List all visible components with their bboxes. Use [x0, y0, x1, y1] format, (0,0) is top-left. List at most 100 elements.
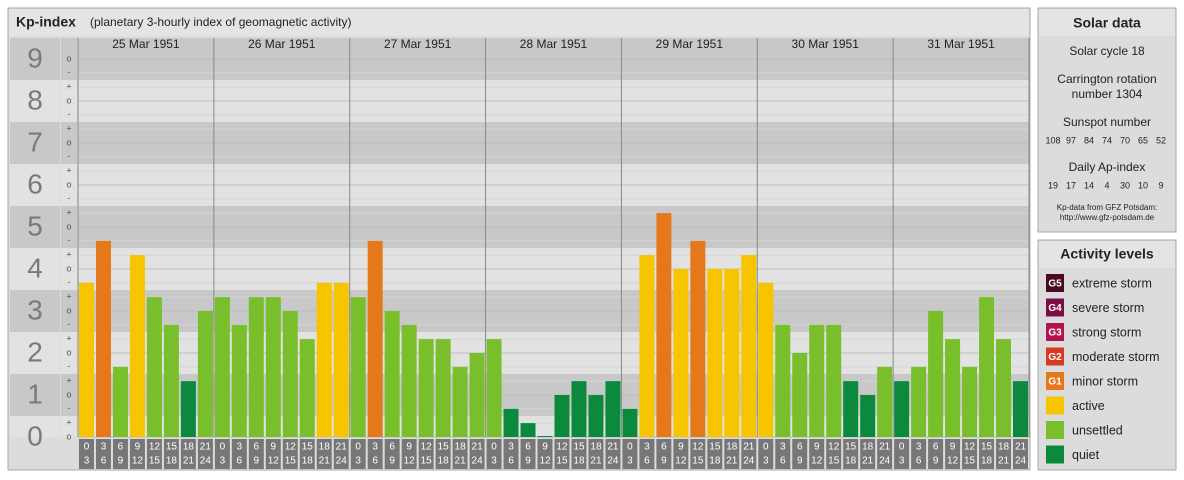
x-tick-label: 21: [607, 442, 619, 453]
bar: [282, 311, 298, 437]
hour-box: [146, 439, 162, 469]
bar: [333, 282, 349, 437]
hour-box: [282, 439, 298, 469]
bar: [639, 255, 655, 437]
hour-box: [962, 439, 978, 469]
minor-tick-label: +: [66, 166, 71, 176]
y-label-band: [10, 122, 60, 164]
chart-subtitle: (planetary 3-hourly index of geomagnetic…: [90, 15, 351, 29]
carrington: Carrington rotation: [1057, 72, 1156, 86]
x-tick-label: 18: [862, 442, 874, 453]
bar: [962, 366, 978, 437]
x-tick-label: 15: [556, 456, 568, 467]
minor-label-band: [61, 290, 77, 332]
bar: [503, 408, 519, 437]
solar-title: Solar data: [1073, 15, 1141, 31]
x-tick-label: 9: [678, 442, 684, 453]
hour-box: [452, 439, 468, 469]
hour-box: [724, 439, 740, 469]
x-tick-label: 12: [692, 442, 704, 453]
x-tick-label: 24: [607, 456, 619, 467]
hour-box: [520, 439, 536, 469]
x-tick-label: 0: [899, 442, 905, 453]
hour-box: [571, 439, 587, 469]
x-tick-label: 12: [556, 442, 568, 453]
bar: [945, 339, 961, 437]
bar: [248, 297, 264, 437]
minor-label-band: [61, 38, 77, 80]
ap-value: 19: [1048, 180, 1058, 190]
bar: [367, 240, 383, 437]
day-label: 26 Mar 1951: [248, 37, 316, 51]
day-label: 29 Mar 1951: [656, 37, 724, 51]
hour-box: [418, 439, 434, 469]
x-tick-label: 15: [149, 456, 161, 467]
x-tick-label: 24: [472, 456, 484, 467]
bar: [996, 339, 1012, 437]
x-tick-label: 9: [525, 456, 531, 467]
minor-tick-label: -: [68, 319, 71, 329]
ap-value: 17: [1066, 180, 1076, 190]
x-tick-label: 18: [166, 456, 178, 467]
hour-box: [877, 439, 893, 469]
x-tick-label: 12: [268, 456, 280, 467]
y-label-band: [10, 80, 60, 122]
solar-header: [1039, 9, 1175, 36]
hour-box: [129, 439, 145, 469]
x-tick-label: 3: [780, 442, 786, 453]
minor-tick-label: -: [68, 235, 71, 245]
bar: [265, 297, 281, 437]
x-tick-label: 18: [319, 442, 331, 453]
hour-box: [435, 439, 451, 469]
y-label-band: [10, 248, 60, 290]
bar: [826, 324, 842, 437]
x-tick-label: 12: [285, 442, 297, 453]
source: http://www.gfz-potsdam.de: [1060, 213, 1155, 222]
sunspot-value: 70: [1120, 135, 1130, 145]
x-tick-label: 6: [508, 456, 514, 467]
x-tick-label: 9: [814, 442, 820, 453]
x-tick-label: 15: [964, 456, 976, 467]
x-tick-label: 3: [763, 456, 769, 467]
x-tick-label: 6: [525, 442, 531, 453]
x-tick-label: 9: [933, 456, 939, 467]
x-tick-label: 21: [590, 456, 602, 467]
minor-tick-label: +: [66, 124, 71, 134]
bar: [809, 324, 825, 437]
x-tick-label: 9: [135, 442, 141, 453]
hour-box: [503, 439, 519, 469]
x-tick-label: 0: [627, 442, 633, 453]
y-label-band: [10, 206, 60, 248]
x-tick-label: 12: [539, 456, 551, 467]
bar: [775, 324, 791, 437]
hour-box: [214, 439, 230, 469]
x-tick-label: 3: [101, 442, 107, 453]
ap-title: Daily Ap-index: [1069, 160, 1146, 174]
bar: [469, 353, 485, 437]
x-tick-label: 21: [862, 456, 874, 467]
minor-tick-label: -: [68, 361, 71, 371]
minor-label-band: [61, 374, 77, 416]
level-badge: G3: [1048, 328, 1062, 339]
bar: [656, 213, 672, 437]
level-label: extreme storm: [1072, 276, 1152, 290]
hour-box: [588, 439, 604, 469]
y-tick-label: 7: [27, 126, 43, 157]
bar: [231, 324, 247, 437]
hour-box: [265, 439, 281, 469]
x-tick-label: 12: [404, 456, 416, 467]
hour-box: [945, 439, 961, 469]
hour-box: [690, 439, 706, 469]
x-tick-label: 15: [302, 442, 314, 453]
hour-box: [605, 439, 621, 469]
minor-label-band: [61, 164, 77, 206]
minor-tick-label: +: [66, 208, 71, 218]
x-tick-label: 15: [845, 442, 857, 453]
sunspot-value: 97: [1066, 135, 1076, 145]
level-label: severe storm: [1072, 301, 1144, 315]
level-label: moderate storm: [1072, 350, 1160, 364]
minor-tick-label: -: [68, 277, 71, 287]
level-swatch: [1046, 274, 1064, 292]
minor-tick-label: o: [66, 347, 71, 357]
bar: [79, 282, 94, 437]
